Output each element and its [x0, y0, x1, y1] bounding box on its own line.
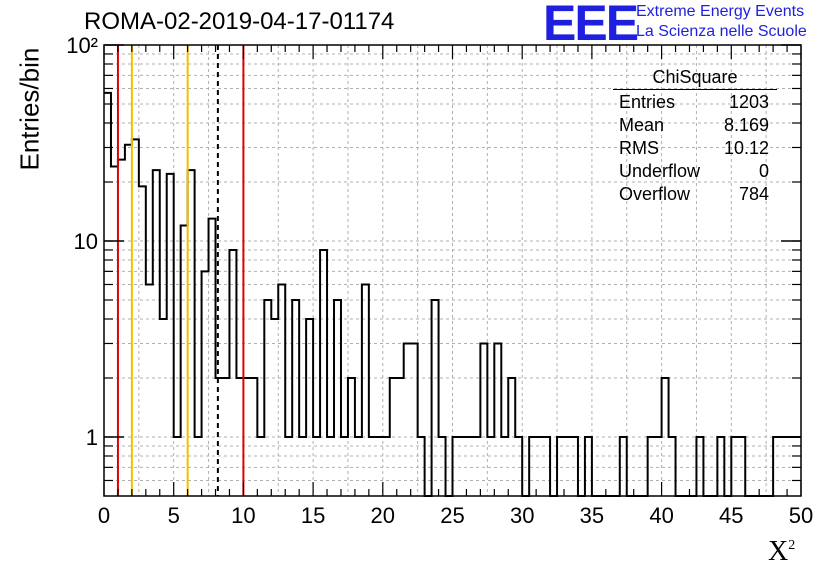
x-tick-label: 50 — [789, 503, 813, 528]
x-axis-label: X2 — [768, 536, 796, 567]
y-tick-label: 10 — [74, 229, 98, 254]
x-tick-label: 25 — [440, 503, 464, 528]
x-tick-label: 5 — [168, 503, 180, 528]
y-axis-label: Entries/bin — [14, 47, 45, 171]
stats-row: Mean 8.169 — [619, 115, 769, 135]
stats-box: ChiSquare Entries 1203 Mean 8.169 RMS 10.12… — [613, 67, 777, 207]
x-tick-label: 20 — [371, 503, 395, 528]
x-tick-label: 45 — [719, 503, 743, 528]
stats-row: Entries 1203 — [619, 92, 769, 112]
chart-title: ROMA-02-2019-04-17-01174 — [84, 8, 395, 35]
stats-row: Overflow 784 — [619, 184, 769, 204]
x-tick-label: 10 — [231, 503, 255, 528]
stats-row: RMS 10.12 — [619, 138, 769, 158]
x-tick-label: 40 — [649, 503, 673, 528]
eee-logo: EEE — [543, 0, 639, 51]
x-tick-label: 15 — [301, 503, 325, 528]
logo-line-1: Extreme Energy Events — [636, 3, 805, 20]
stats-title: ChiSquare — [613, 67, 777, 90]
x-tick-label: 35 — [580, 503, 604, 528]
y-tick-label: 10² — [66, 33, 98, 58]
stats-row: Underflow 0 — [619, 161, 769, 181]
histogram-series — [104, 91, 801, 497]
logo-line-2: La Scienza nelle Scuole — [636, 23, 807, 40]
x-tick-label: 0 — [98, 503, 110, 528]
x-tick-label: 30 — [510, 503, 534, 528]
y-tick-label: 1 — [86, 425, 98, 450]
